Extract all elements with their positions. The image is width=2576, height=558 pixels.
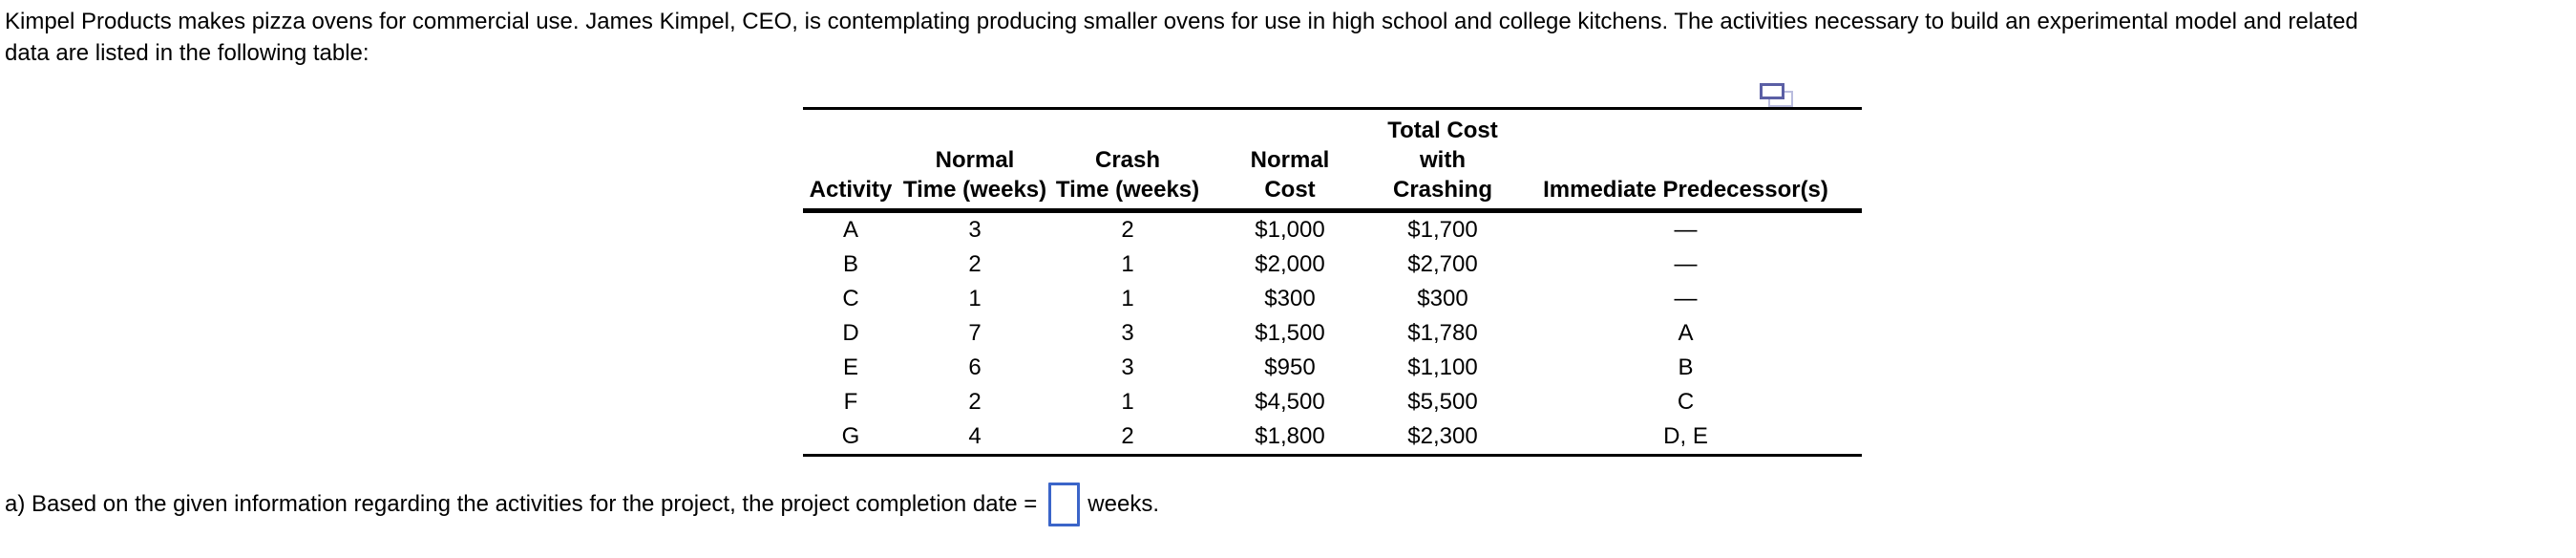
question-a-units: weeks. (1087, 491, 1159, 517)
header-crash-time: Crash Time (weeks) (1051, 108, 1204, 213)
table-row: D 7 3 $1,500 $1,780 A (803, 316, 1862, 351)
header-normal-cost: Normal Cost (1204, 108, 1376, 213)
cell-normal-cost: $1,500 (1255, 320, 1325, 346)
cell-crash-time: 1 (1121, 251, 1134, 277)
cell-normal-cost: $2,000 (1255, 251, 1325, 277)
cell-predecessors: B (1678, 354, 1694, 380)
cell-predecessors: A (1678, 320, 1694, 346)
cell-predecessors: — (1674, 217, 1698, 243)
cell-crash-time: 1 (1121, 286, 1134, 311)
problem-statement-line-2: data are listed in the following table: (5, 40, 370, 66)
cell-crash-time: 2 (1121, 423, 1134, 449)
header-immediate-predecessors: Immediate Predecessor(s) (1510, 108, 1862, 213)
cell-normal-time: 2 (968, 251, 982, 277)
table-row: E 6 3 $950 $1,100 B (803, 351, 1862, 385)
question-a: a) Based on the given information regard… (5, 482, 1159, 527)
cell-normal-time: 6 (968, 354, 982, 380)
problem-statement: Kimpel Products makes pizza ovens for co… (5, 6, 2358, 69)
cell-crash-time: 3 (1121, 320, 1134, 346)
table-row: C 1 1 $300 $300 — (803, 282, 1862, 316)
problem-statement-line-1: Kimpel Products makes pizza ovens for co… (5, 9, 2358, 34)
cell-crash-time: 2 (1121, 217, 1134, 243)
copy-icon-front-rect (1760, 83, 1784, 99)
cell-activity: F (843, 389, 858, 415)
table-row: F 2 1 $4,500 $5,500 C (803, 385, 1862, 419)
cell-predecessors: — (1674, 286, 1698, 311)
completion-date-input[interactable] (1048, 483, 1081, 526)
table-row: B 2 1 $2,000 $2,700 — (803, 247, 1862, 282)
copy-icon[interactable] (1760, 83, 1794, 110)
cell-total-cost-crashing: $300 (1417, 286, 1468, 311)
cell-crash-time: 3 (1121, 354, 1134, 380)
cell-activity: B (842, 251, 858, 277)
cell-normal-cost: $300 (1264, 286, 1316, 311)
cell-normal-cost: $1,800 (1255, 423, 1325, 449)
cell-normal-time: 3 (968, 217, 982, 243)
cell-activity: A (842, 217, 858, 243)
cell-predecessors: D, E (1663, 423, 1708, 449)
table-row: G 4 2 $1,800 $2,300 D, E (803, 419, 1862, 456)
cell-crash-time: 1 (1121, 389, 1134, 415)
cell-total-cost-crashing: $1,100 (1407, 354, 1478, 380)
cell-total-cost-crashing: $5,500 (1407, 389, 1478, 415)
cell-total-cost-crashing: $2,300 (1407, 423, 1478, 449)
table-row: A 3 2 $1,000 $1,700 — (803, 211, 1862, 248)
cell-activity: D (842, 320, 859, 346)
cell-normal-time: 2 (968, 389, 982, 415)
header-activity: Activity (803, 108, 898, 213)
question-a-text: a) Based on the given information regard… (5, 491, 1038, 517)
cell-normal-time: 1 (968, 286, 982, 311)
cell-activity: E (842, 354, 858, 380)
cell-activity: G (841, 423, 860, 449)
cell-total-cost-crashing: $1,780 (1407, 320, 1478, 346)
activities-table-container: Activity Normal Time (weeks) Crash Time … (803, 107, 1862, 457)
cell-total-cost-crashing: $2,700 (1407, 251, 1478, 277)
cell-total-cost-crashing: $1,700 (1407, 217, 1478, 243)
cell-normal-cost: $950 (1264, 354, 1316, 380)
cell-normal-time: 7 (968, 320, 982, 346)
activities-table: Activity Normal Time (weeks) Crash Time … (803, 107, 1862, 457)
cell-normal-cost: $4,500 (1255, 389, 1325, 415)
table-header-row: Activity Normal Time (weeks) Crash Time … (803, 108, 1862, 213)
cell-activity: C (842, 286, 859, 311)
header-total-cost-crashing: Total Cost with Crashing (1376, 108, 1510, 213)
cell-predecessors: — (1674, 251, 1698, 277)
cell-normal-time: 4 (968, 423, 982, 449)
cell-predecessors: C (1677, 389, 1695, 415)
cell-normal-cost: $1,000 (1255, 217, 1325, 243)
header-normal-time: Normal Time (weeks) (898, 108, 1051, 213)
